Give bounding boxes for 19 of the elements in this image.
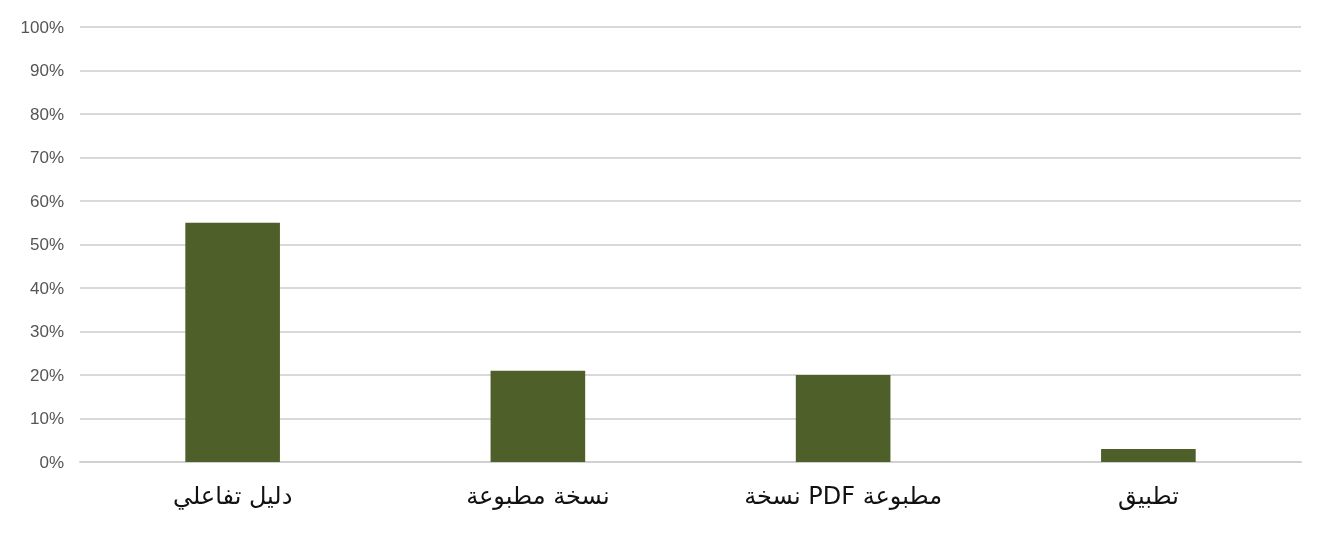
bar bbox=[795, 375, 891, 462]
x-tick-label: تطبيق bbox=[1117, 482, 1179, 510]
y-tick-label: 30% bbox=[29, 322, 64, 341]
y-tick-label: 100% bbox=[20, 17, 64, 37]
y-tick-label: 20% bbox=[29, 365, 64, 385]
x-tick-label: نسخة PDF مطبوعة bbox=[744, 482, 943, 510]
y-tick-label: 40% bbox=[29, 278, 64, 298]
y-tick-label: 10% bbox=[29, 409, 64, 428]
bar bbox=[1101, 448, 1196, 462]
y-tick-label: 50% bbox=[29, 235, 64, 254]
y-tick-label: 90% bbox=[29, 61, 64, 80]
y-tick-label: 0% bbox=[39, 452, 64, 472]
y-tick-label: 80% bbox=[29, 104, 64, 124]
x-tick-label: نسخة مطبوعة bbox=[466, 482, 610, 510]
y-tick-label: 60% bbox=[29, 191, 64, 211]
bar bbox=[490, 370, 586, 462]
y-tick-label: 70% bbox=[29, 148, 64, 167]
x-tick-label: دليل تفاعلي bbox=[172, 482, 293, 510]
bar bbox=[185, 222, 280, 462]
